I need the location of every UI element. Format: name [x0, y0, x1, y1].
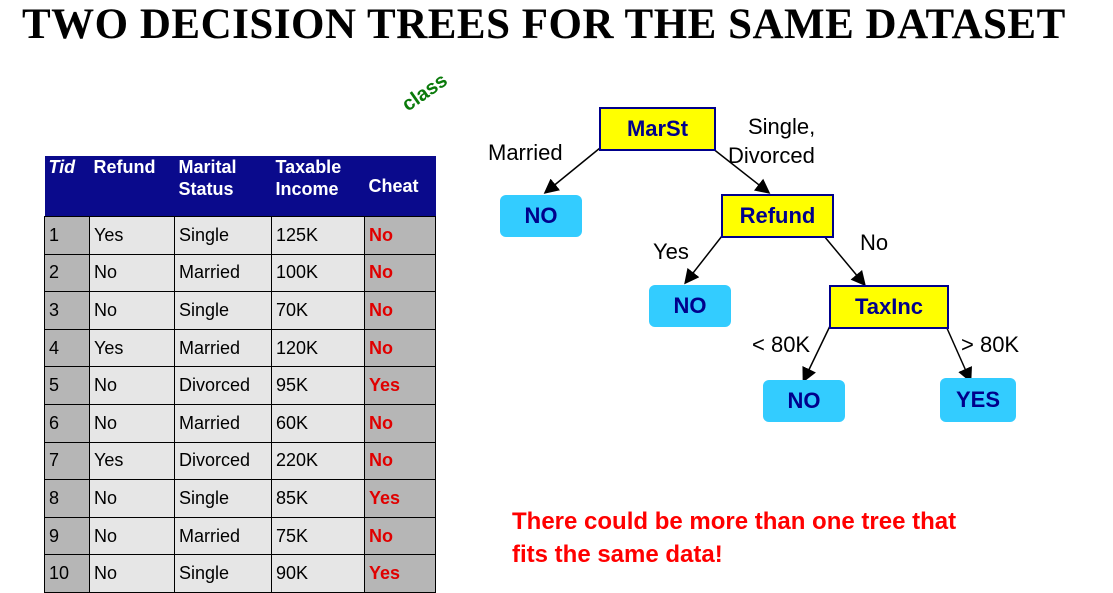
- table-header-row: Tid Refund Marital Status Taxable Income C…: [44, 156, 436, 217]
- edge-refund-yes: [684, 235, 723, 285]
- cell-income: 220K: [271, 441, 365, 481]
- cell-refund: No: [89, 479, 175, 518]
- header-cheat: Cheat: [364, 156, 436, 217]
- cell-refund: No: [89, 291, 175, 330]
- cell-marital: Single: [174, 479, 272, 518]
- leaf-refund-yes-no: NO: [649, 285, 731, 327]
- cell-tid: 1: [44, 216, 90, 255]
- label-refund-yes: Yes: [653, 239, 689, 264]
- cell-cheat: No: [364, 291, 436, 330]
- label-gt-80k: > 80K: [961, 332, 1020, 357]
- cell-marital: Single: [174, 216, 272, 255]
- page-title: TWO DECISION TREES FOR THE SAME DATASET: [22, 1, 1066, 48]
- header-marital: Marital Status: [174, 156, 272, 217]
- header-income: Taxable Income: [271, 156, 365, 217]
- cell-tid: 3: [44, 291, 90, 330]
- cell-marital: Married: [174, 516, 272, 556]
- cell-marital: Married: [174, 253, 272, 293]
- cell-cheat: Yes: [364, 366, 436, 405]
- cell-cheat: No: [364, 516, 436, 556]
- table-row: 3 No Single 70K No: [44, 291, 436, 330]
- table-row: 9 No Married 75K No: [44, 516, 436, 556]
- table-body: 1 Yes Single 125K No 2 No Married 100K No 3 No Singl…: [44, 216, 436, 593]
- label-married: Married: [488, 140, 563, 165]
- cell-tid: 8: [44, 479, 90, 518]
- cell-tid: 10: [44, 554, 90, 593]
- node-marst: MarSt: [599, 107, 716, 151]
- cell-income: 95K: [271, 366, 365, 405]
- cell-cheat: No: [364, 216, 436, 255]
- cell-income: 75K: [271, 516, 365, 556]
- cell-income: 85K: [271, 479, 365, 518]
- cell-refund: Yes: [89, 216, 175, 255]
- cell-refund: No: [89, 403, 175, 443]
- label-lt-80k: < 80K: [752, 332, 811, 357]
- table-row: 4 Yes Married 120K No: [44, 328, 436, 368]
- leaf-lt-no: NO: [763, 380, 845, 422]
- cell-refund: No: [89, 253, 175, 293]
- cell-marital: Single: [174, 291, 272, 330]
- cell-refund: Yes: [89, 328, 175, 368]
- cell-cheat: No: [364, 328, 436, 368]
- cell-cheat: Yes: [364, 479, 436, 518]
- cell-income: 70K: [271, 291, 365, 330]
- cell-cheat: No: [364, 441, 436, 481]
- cell-tid: 9: [44, 516, 90, 556]
- table-row: 5 No Divorced 95K Yes: [44, 366, 436, 405]
- cell-income: 125K: [271, 216, 365, 255]
- cell-cheat: No: [364, 403, 436, 443]
- table-row: 8 No Single 85K Yes: [44, 479, 436, 518]
- edge-taxinc-gt: [945, 325, 972, 383]
- cell-marital: Single: [174, 554, 272, 593]
- dataset-table: Tid Refund Marital Status Taxable Income C…: [44, 156, 436, 593]
- cell-income: 100K: [271, 253, 365, 293]
- leaf-married-no: NO: [500, 195, 582, 237]
- cell-tid: 6: [44, 403, 90, 443]
- edge-marst-married: [543, 147, 601, 194]
- node-taxinc: TaxInc: [829, 285, 949, 329]
- label-refund-no: No: [860, 230, 889, 255]
- note-text: There could be more than one tree that f…: [512, 508, 957, 568]
- cell-refund: Yes: [89, 441, 175, 481]
- table-row: 7 Yes Divorced 220K No: [44, 441, 436, 481]
- table-row: 6 No Married 60K No: [44, 403, 436, 443]
- cell-refund: No: [89, 554, 175, 593]
- cell-tid: 7: [44, 441, 90, 481]
- edge-refund-no: [823, 235, 866, 287]
- table-row: 10 No Single 90K Yes: [44, 554, 436, 593]
- node-refund: Refund: [721, 194, 834, 238]
- cell-refund: No: [89, 366, 175, 405]
- edge-taxinc-lt: [802, 325, 831, 383]
- cell-tid: 4: [44, 328, 90, 368]
- cell-cheat: Yes: [364, 554, 436, 593]
- cell-marital: Married: [174, 328, 272, 368]
- cell-tid: 5: [44, 366, 90, 405]
- header-refund: Refund: [89, 156, 175, 217]
- edge-marst-single: [711, 147, 771, 194]
- header-tid: Tid: [44, 156, 90, 217]
- leaf-gt-yes: YES: [940, 378, 1016, 422]
- cell-cheat: No: [364, 253, 436, 293]
- cell-refund: No: [89, 516, 175, 556]
- table-row: 1 Yes Single 125K No: [44, 216, 436, 255]
- table-row: 2 No Married 100K No: [44, 253, 436, 293]
- label-single-divorced: Single, Divorced: [728, 114, 816, 168]
